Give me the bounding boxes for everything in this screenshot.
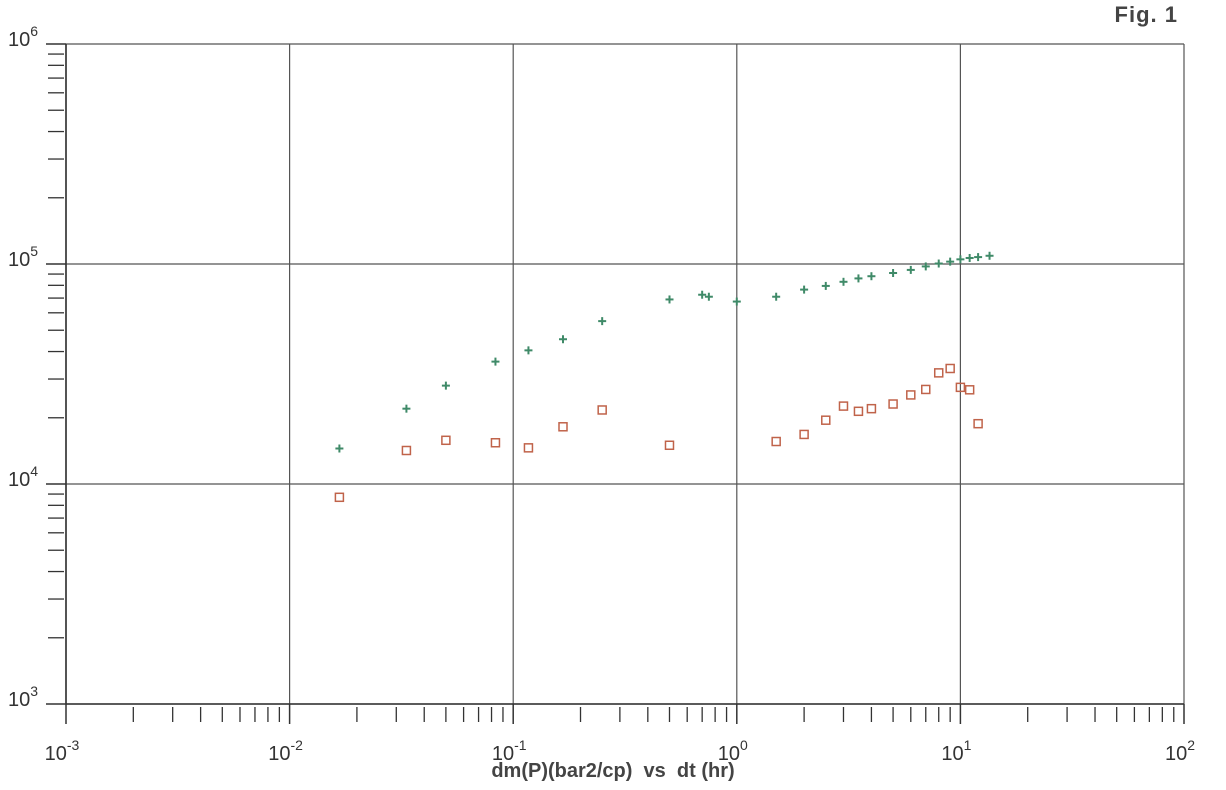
axes	[65, 44, 1184, 705]
data-point-plus	[800, 285, 809, 294]
data-point-square	[558, 422, 568, 432]
data-point-square	[866, 403, 877, 414]
x-tick-label: 102	[1165, 737, 1195, 765]
data-point-square	[664, 440, 675, 451]
data-point-plus	[821, 281, 830, 290]
data-point-square	[597, 405, 607, 415]
data-point-square	[945, 363, 955, 374]
x-tick-label: 10-1	[492, 737, 527, 765]
data-point-plus	[965, 253, 974, 262]
data-point-square	[933, 368, 944, 378]
data-point-plus	[889, 269, 898, 278]
data-point-plus	[985, 251, 994, 260]
tick-labels: 10-3 10-2 10-1 100 101 102 103 104 105 106	[8, 23, 1195, 765]
data-point-square	[401, 445, 412, 456]
data-point-square	[490, 437, 501, 448]
figure-label: Fig. 1	[1114, 2, 1178, 27]
y-tick-label: 106	[8, 23, 38, 51]
data-point-plus	[335, 444, 344, 453]
data-point-plus	[402, 404, 411, 413]
data-point-plus	[906, 265, 915, 274]
x-axis-label: dm(P)(bar2/cp) vs dt (hr)	[491, 760, 735, 782]
data-point-plus	[558, 335, 567, 344]
data-point-square	[888, 399, 898, 409]
data-point-square	[964, 385, 975, 395]
data-point-square	[838, 401, 849, 411]
x-tick-label: 10-2	[268, 737, 303, 765]
data-point-plus	[665, 295, 674, 304]
data-series	[334, 251, 994, 503]
minor-ticks	[46, 43, 1185, 724]
data-point-square	[799, 429, 809, 440]
grid	[65, 43, 1185, 705]
data-point-plus	[956, 255, 965, 264]
data-point-plus	[704, 292, 713, 301]
x-tick-label: 100	[718, 737, 748, 765]
data-point-plus	[839, 277, 848, 286]
data-point-plus	[934, 259, 943, 268]
y-tick-label: 105	[8, 243, 38, 271]
data-point-plus	[598, 317, 607, 326]
data-point-square	[523, 443, 534, 453]
y-tick-label: 104	[8, 463, 38, 491]
data-point-plus	[946, 257, 955, 266]
series-2	[334, 363, 983, 503]
data-point-square	[771, 436, 781, 447]
data-point-square	[821, 415, 831, 425]
data-point-plus	[854, 274, 863, 283]
data-point-square	[973, 418, 983, 429]
data-point-plus	[921, 262, 930, 271]
data-point-square	[955, 382, 966, 393]
data-point-plus	[698, 290, 707, 299]
x-tick-label: 101	[941, 737, 971, 765]
data-point-plus	[974, 253, 983, 262]
series-1	[335, 251, 994, 453]
data-point-square	[441, 435, 451, 446]
data-point-square	[906, 390, 916, 400]
data-point-square	[921, 384, 931, 395]
x-tick-label: 10-3	[45, 737, 80, 765]
y-tick-label: 103	[8, 683, 38, 711]
data-point-square	[853, 406, 864, 417]
data-point-plus	[524, 346, 533, 355]
data-point-plus	[491, 357, 500, 366]
data-point-plus	[867, 272, 876, 281]
data-point-plus	[732, 297, 741, 306]
data-point-plus	[772, 292, 781, 301]
data-point-square	[334, 492, 345, 503]
data-point-plus	[441, 381, 450, 390]
